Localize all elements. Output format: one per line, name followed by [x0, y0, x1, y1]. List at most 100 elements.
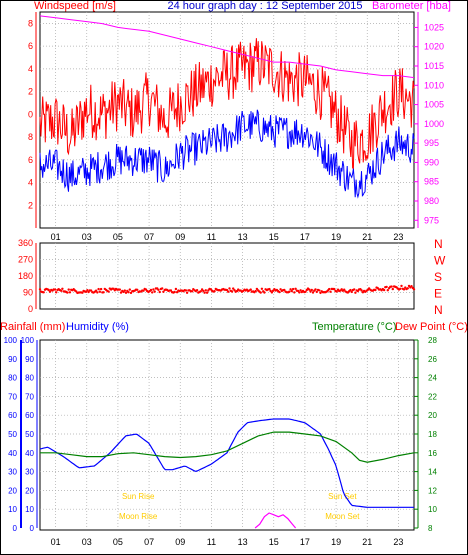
rainfall-tick-label: 0 — [13, 524, 18, 533]
wind-direction-point — [278, 290, 281, 294]
wind-direction-point — [129, 291, 133, 295]
wind-direction-point — [353, 288, 356, 291]
wind-direction-point — [153, 290, 156, 293]
direction-panel: 360 N 270 W 180 S 90 E 0 N — [18, 237, 446, 317]
temperature-series-line — [40, 431, 415, 463]
wind-direction-point — [335, 290, 338, 293]
wind-direction-point — [228, 287, 231, 290]
humidity-tick-label: 80 — [25, 374, 34, 383]
wind-direction-point — [259, 291, 262, 294]
temperature-tick-label: 28 — [428, 336, 437, 345]
right-tick-label: 1020 — [424, 42, 444, 52]
humidity-axis-title: Humidity (%) — [66, 321, 129, 333]
wind-direction-point — [213, 290, 216, 293]
wind-direction-point — [294, 287, 297, 290]
x-tick-label: 19 — [331, 232, 341, 242]
humidity-tick-label: 70 — [25, 392, 34, 401]
wind-direction-point — [97, 287, 100, 291]
humidity-tick-label: 100 — [21, 336, 35, 345]
wind-direction-point — [205, 291, 209, 294]
moon-set-label: Moon Set — [325, 512, 360, 521]
wind-direction-point — [162, 290, 165, 293]
windspeed-series-line — [39, 38, 415, 171]
wind-direction-point — [310, 288, 313, 292]
wind-direction-point — [254, 289, 257, 293]
wind-direction-point — [333, 287, 336, 291]
wind-direction-point — [290, 289, 293, 293]
compass-label: N — [434, 237, 443, 251]
wind-direction-point — [350, 290, 353, 294]
wind-direction-point — [343, 288, 346, 291]
rainfall-series-line — [254, 512, 297, 529]
right-tick-label: 1025 — [424, 22, 444, 32]
x-tick-label: 13 — [238, 232, 248, 242]
sun-rise-label: Sun Rise — [122, 492, 155, 501]
left-tick-label: 6 — [28, 41, 33, 51]
wind-direction-point — [391, 287, 394, 291]
left-tick-label: 4 — [28, 178, 33, 188]
temperature-tick-label: 26 — [428, 355, 437, 364]
wind-direction-point — [199, 290, 202, 293]
rainfall-tick-label: 10 — [8, 505, 17, 514]
humidity-tick-label: 40 — [25, 449, 34, 458]
wind-direction-point — [402, 288, 406, 291]
compass-label: N — [434, 303, 443, 317]
rainfall-tick-label: 40 — [8, 449, 17, 458]
wind-direction-point — [149, 288, 153, 292]
left-tick-label: 2 — [28, 87, 33, 97]
wind-direction-point — [400, 284, 403, 288]
wind-direction-point — [279, 288, 282, 291]
left-tick-label: 6 — [28, 155, 33, 165]
wind-direction-point — [174, 287, 178, 291]
wind-direction-point — [406, 287, 409, 290]
wind-average-series-line — [39, 109, 415, 199]
wind-direction-point — [299, 289, 302, 292]
wind-direction-point — [329, 290, 332, 293]
wind-direction-point — [84, 290, 88, 293]
wind-direction-point — [47, 288, 50, 292]
left-tick-label: 90 — [23, 288, 33, 298]
x-tick-label: 01 — [51, 537, 61, 547]
wind-direction-point — [151, 291, 154, 294]
wind-direction-point — [53, 288, 57, 291]
x-tick-label: 23 — [393, 537, 403, 547]
wind-direction-point — [263, 291, 266, 294]
wind-direction-point — [42, 291, 45, 294]
wind-direction-point — [304, 290, 307, 293]
wind-direction-point — [81, 291, 84, 294]
right-tick-label: 980 — [424, 196, 439, 206]
x-tick-label: 07 — [144, 232, 154, 242]
rainfall-axis-title: Rainfall (mm) — [0, 321, 65, 333]
wind-direction-point — [184, 289, 188, 292]
wind-direction-point — [124, 291, 128, 294]
x-tick-label: 17 — [300, 232, 310, 242]
wind-direction-point — [412, 288, 416, 291]
wind-direction-point — [288, 290, 291, 293]
wind-direction-point — [60, 289, 63, 292]
wind-direction-point — [87, 290, 90, 294]
wind-direction-point — [354, 291, 357, 294]
rainfall-tick-label: 50 — [8, 430, 17, 439]
wind-direction-point — [291, 287, 295, 291]
x-tick-label: 09 — [175, 537, 185, 547]
right-tick-label: 990 — [424, 157, 439, 167]
wind-direction-point — [315, 290, 318, 294]
wind-direction-point — [127, 291, 130, 294]
wind-direction-point — [260, 287, 264, 290]
windspeed-axis-title: Windspeed [m/s] — [34, 0, 116, 12]
wind-direction-point — [158, 290, 161, 294]
wind-direction-point — [185, 291, 189, 294]
wind-direction-point — [289, 288, 292, 291]
barometer-axis-title: Barometer [hba] — [372, 0, 451, 12]
wind-direction-point — [94, 289, 98, 292]
temperature-tick-label: 14 — [428, 468, 437, 477]
x-tick-label: 15 — [269, 232, 279, 242]
temperature-tick-label: 16 — [428, 449, 437, 458]
wind-direction-point — [175, 291, 179, 294]
right-tick-label: 1015 — [424, 61, 444, 71]
wind-direction-point — [102, 291, 105, 294]
left-tick-label: 270 — [18, 255, 33, 265]
x-tick-label: 11 — [207, 537, 216, 547]
humidity-tick-label: 60 — [25, 411, 34, 420]
wind-direction-point — [173, 290, 176, 294]
